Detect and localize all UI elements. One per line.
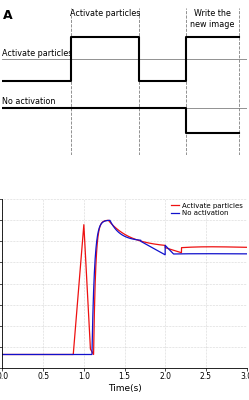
Activate particles: [59, 352, 62, 357]
Text: Activate particles: Activate particles: [2, 49, 73, 58]
No activation: [110, 222, 113, 226]
Line: Activate particles: Activate particles: [2, 220, 247, 354]
Activate particles: [110, 222, 113, 227]
Activate particles: [243, 245, 246, 250]
Text: No activation: No activation: [2, 98, 56, 106]
No activation: [245, 252, 248, 256]
Legend: Activate particles, No activation: Activate particles, No activation: [171, 202, 243, 216]
Activate particles: [93, 306, 96, 311]
Text: Activate particles: Activate particles: [70, 10, 140, 18]
No activation: [93, 268, 96, 273]
Text: Write the
new image: Write the new image: [190, 10, 235, 29]
Activate particles: [245, 245, 248, 250]
No activation: [60, 352, 63, 357]
Text: A: A: [2, 10, 12, 22]
Line: No activation: No activation: [2, 220, 247, 354]
No activation: [108, 218, 111, 223]
X-axis label: Time(s): Time(s): [108, 384, 141, 393]
Activate particles: [1, 352, 4, 357]
No activation: [59, 352, 62, 357]
No activation: [58, 352, 61, 357]
No activation: [243, 252, 246, 256]
Activate particles: [58, 352, 61, 357]
Activate particles: [60, 352, 63, 357]
No activation: [1, 352, 4, 357]
Activate particles: [107, 218, 110, 223]
